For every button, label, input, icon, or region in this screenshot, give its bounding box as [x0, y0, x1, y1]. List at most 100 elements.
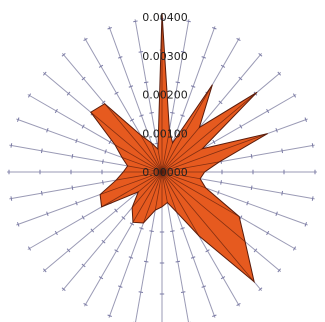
spoke-marker	[266, 230, 270, 236]
data-point-12	[161, 171, 240, 217]
spoke-marker	[201, 285, 206, 288]
spoke-marker	[143, 81, 149, 84]
data-point-29	[121, 157, 163, 173]
data-point-31	[90, 111, 163, 173]
spoke-marker	[175, 81, 181, 84]
spoke-marker	[266, 108, 270, 114]
spoke-marker	[81, 76, 86, 81]
spoke-marker	[101, 239, 106, 244]
spoke-marker	[175, 260, 181, 263]
data-point-13	[161, 171, 246, 243]
spoke-marker	[27, 93, 32, 98]
spoke-marker	[236, 37, 241, 42]
data-point-32	[104, 103, 163, 173]
spoke-marker	[190, 256, 196, 259]
spoke-marker	[180, 114, 185, 117]
spoke-marker	[138, 50, 144, 53]
spoke-marker	[236, 302, 241, 307]
spoke-marker	[281, 190, 284, 196]
radial-tick-label: 0.00400	[142, 11, 188, 24]
spoke-marker	[42, 71, 47, 76]
data-point-25	[99, 171, 163, 195]
spoke-marker	[205, 249, 210, 253]
spoke-marker	[220, 180, 222, 185]
spoke-marker	[61, 287, 66, 292]
spoke-marker	[138, 291, 144, 294]
spoke-marker	[83, 302, 88, 307]
spoke-marker	[104, 149, 107, 154]
spoke-marker	[143, 260, 149, 263]
spoke-marker	[98, 276, 104, 280]
spoke-marker	[42, 268, 47, 273]
spoke-marker	[40, 190, 43, 196]
spoke-marker	[75, 200, 78, 206]
spoke-marker	[102, 159, 104, 164]
data-point-28	[127, 165, 163, 173]
spoke-marker	[90, 228, 95, 233]
spoke-marker	[311, 196, 314, 201]
radial-tick-label: 0.00100	[142, 127, 188, 140]
spoke-marker	[46, 128, 49, 133]
spoke-marker	[71, 185, 74, 191]
data-point-15	[161, 171, 200, 236]
spoke-marker	[149, 112, 154, 114]
radial-tick-label: 0.00000	[142, 166, 188, 179]
spoke-marker	[220, 64, 226, 68]
data-point-1	[161, 129, 170, 173]
spoke-marker	[212, 139, 216, 145]
spoke-marker	[139, 227, 144, 230]
spoke-marker	[98, 64, 104, 68]
spoke-marker	[81, 215, 85, 220]
spoke-marker	[292, 93, 297, 98]
data-point-14	[161, 171, 255, 283]
spoke-marker	[101, 100, 106, 105]
spoke-marker	[27, 246, 32, 251]
spoke-35	[134, 19, 163, 173]
spoke-marker	[40, 148, 43, 154]
spoke-marker	[17, 222, 20, 227]
data-point-26	[116, 171, 163, 181]
data-point-16	[161, 171, 177, 213]
radial-tick-label: 0.00300	[142, 50, 188, 63]
spoke-marker	[239, 124, 243, 129]
spoke-marker	[10, 196, 13, 201]
data-point-19	[154, 171, 163, 211]
spoke-marker	[258, 52, 263, 57]
data-point-5	[161, 91, 258, 173]
spoke-marker	[81, 124, 85, 129]
spoke-marker	[129, 222, 135, 226]
data-point-11	[161, 171, 206, 189]
spoke-marker	[304, 222, 307, 227]
spoke-marker	[133, 20, 138, 23]
data-point-21	[132, 171, 163, 223]
spoke-marker	[170, 112, 175, 114]
data-point-7	[161, 133, 268, 173]
data-point-30	[114, 144, 163, 173]
spoke-marker	[17, 117, 20, 122]
spoke-marker	[212, 27, 217, 30]
spoke-marker	[149, 230, 154, 232]
data-point-6	[161, 148, 203, 173]
spoke-marker	[292, 246, 297, 251]
spoke-marker	[180, 50, 186, 53]
spoke-marker	[46, 211, 49, 216]
spoke-marker	[54, 108, 58, 114]
radial-tick-label: 0.00200	[142, 89, 188, 102]
data-point-22	[131, 171, 163, 208]
spoke-marker	[118, 56, 123, 59]
data-point-4	[161, 127, 200, 173]
spoke-marker	[129, 118, 135, 122]
spoke-marker	[250, 185, 253, 191]
spoke-marker	[190, 85, 196, 88]
data-point-10	[161, 171, 201, 180]
data-point-24	[101, 171, 163, 208]
data-point-17	[161, 171, 168, 203]
spoke-marker	[102, 180, 104, 185]
spoke-marker	[275, 211, 278, 216]
spoke-marker	[277, 268, 282, 273]
spoke-marker	[81, 263, 86, 268]
data-point-23	[137, 171, 163, 193]
spoke-marker	[128, 85, 134, 88]
spoke-marker	[217, 190, 220, 195]
